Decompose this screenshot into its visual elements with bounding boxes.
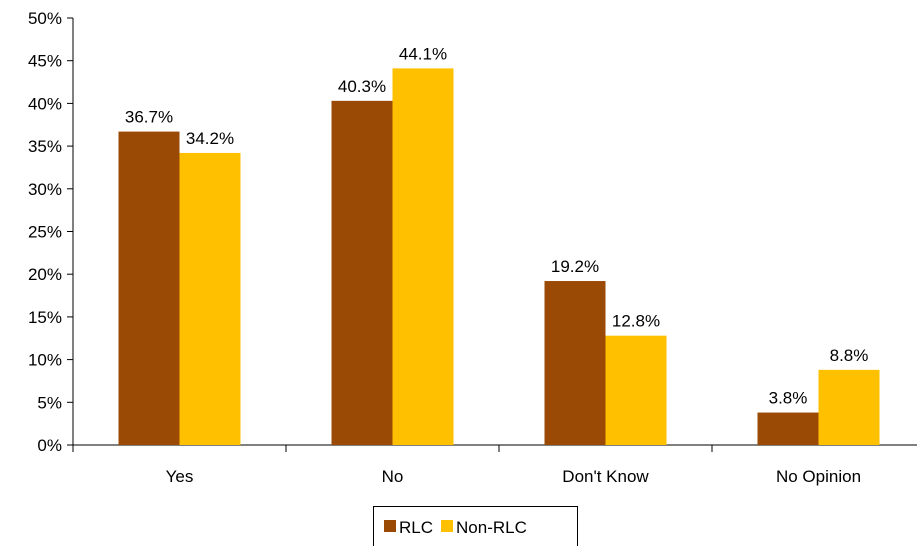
- bar-rlc: [331, 100, 393, 445]
- data-label: 12.8%: [612, 312, 660, 331]
- bar-non-rlc: [179, 152, 241, 445]
- x-axis: Yes No Don't Know No Opinion: [72, 444, 917, 486]
- y-tick-label: 45%: [28, 52, 62, 71]
- legend-label: Non-RLC: [456, 518, 527, 537]
- legend-swatch: [441, 520, 454, 532]
- y-tick-label: 5%: [37, 393, 62, 412]
- legend-label: RLC: [399, 518, 433, 537]
- bar-rlc: [757, 412, 819, 445]
- data-label: 36.7%: [125, 108, 173, 127]
- data-label: 44.1%: [399, 44, 447, 63]
- x-category-label: No: [382, 467, 404, 486]
- bar-rlc: [544, 281, 606, 445]
- data-label: 40.3%: [338, 77, 386, 96]
- x-category-label: No Opinion: [776, 467, 861, 486]
- y-tick-label: 25%: [28, 223, 62, 242]
- y-tick-label: 15%: [28, 308, 62, 327]
- y-axis: 0% 5% 10% 15% 20% 25% 30% 35% 40% 45% 50%: [28, 9, 74, 455]
- y-tick-label: 0%: [37, 436, 62, 455]
- x-category-label: Don't Know: [562, 467, 649, 486]
- bar-rlc: [118, 131, 180, 445]
- data-label: 19.2%: [551, 257, 599, 276]
- bar-non-rlc: [605, 335, 667, 445]
- bar-non-rlc: [392, 68, 454, 446]
- data-label: 34.2%: [186, 129, 234, 148]
- legend: RLC Non-RLC: [373, 506, 578, 546]
- bars: 36.7% 40.3% 19.2% 3.8% 34.2% 44.1% 12.8% 8.8%: [118, 44, 880, 446]
- y-tick-label: 40%: [28, 94, 62, 113]
- bar-non-rlc: [818, 369, 880, 445]
- data-label: 3.8%: [769, 389, 808, 408]
- y-tick-label: 35%: [28, 137, 62, 156]
- data-label: 8.8%: [830, 346, 869, 365]
- legend-swatch: [384, 520, 396, 532]
- legend-box: [373, 506, 578, 546]
- y-tick-label: 20%: [28, 265, 62, 284]
- y-tick-label: 10%: [28, 351, 62, 370]
- y-tick-label: 50%: [28, 9, 62, 28]
- x-category-label: Yes: [166, 467, 194, 486]
- y-tick-label: 30%: [28, 180, 62, 199]
